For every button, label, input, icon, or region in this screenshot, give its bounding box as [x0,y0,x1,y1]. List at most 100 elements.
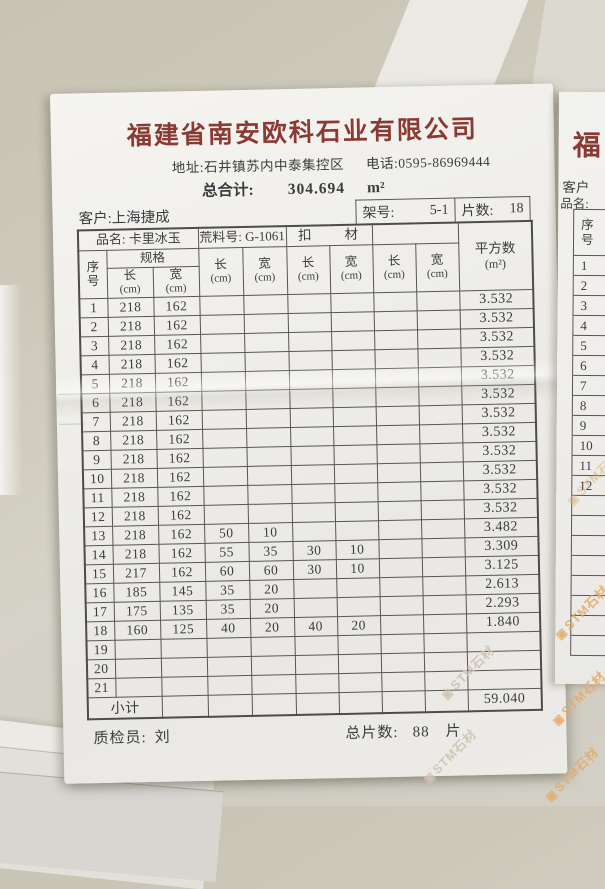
seq-cell: 20 [86,658,116,679]
dim-cell [201,408,247,429]
seq-cell: 17 [85,601,115,622]
cm-unit: (cm) [297,270,319,283]
dim-cell: 218 [110,429,157,450]
area-header: 平方数 (m²) [457,220,534,291]
subtotal-label: 小计 [87,695,163,719]
dim-cell [250,636,295,656]
dim-cell: 218 [112,543,159,564]
product-name: 卡里冰玉 [128,230,181,247]
spec-width-header: 宽 (cm) [152,265,200,297]
cm-unit: (cm) [340,269,362,282]
area-cell: 3.125 [464,554,540,576]
dim-cell [378,557,423,578]
dim-cell [419,442,463,463]
dim-cell [422,575,466,596]
dim-cell [378,538,422,559]
dim-cell [421,556,466,577]
subtotal-empty-cell [424,689,469,712]
dim-cell [199,313,245,334]
width-header: 宽 (cm) [415,242,460,292]
dim-cell [294,635,338,655]
dim-cell [417,347,461,368]
area-cell: 3.532 [461,421,537,443]
dim-cell [245,408,291,428]
dim-cell [332,387,376,408]
seq-cell: 9 [82,449,111,470]
dim-cell: 35 [205,579,250,600]
dim-cell: 218 [111,486,158,507]
dim-cell [250,654,296,675]
wid-label: 宽 [258,256,272,272]
dim-cell [418,423,463,444]
seq-header-char: 序 [86,259,100,274]
rack-pieces-box: 架号: 5-1 片数: 18 [355,195,531,224]
total-pieces-label: 总片数: [345,724,399,742]
second-sheet-seq-cell: 10 [572,435,605,457]
dim-cell [291,483,335,504]
cm-unit: (cm) [254,271,276,284]
dim-cell: 30 [292,540,336,561]
grand-total-label: 总合计: [201,181,254,200]
dim-cell [377,481,421,502]
dim-cell [334,501,378,522]
dim-cell: 162 [156,428,203,449]
dim-cell [244,370,290,390]
dim-cell: 185 [113,581,160,602]
second-sheet-seq-cell: 1 [573,255,605,277]
dim-cell [377,500,421,521]
dim-cell: 50 [204,522,249,543]
dim-cell: 162 [153,314,201,335]
dim-cell [331,349,375,370]
dim-cell: 218 [110,448,157,469]
len-label: 长 [123,268,137,283]
dim-cell [373,291,417,312]
spec-length-header: 长 (cm) [106,266,154,298]
dim-cell [424,670,468,691]
dim-cell [288,331,332,352]
area-cell [466,630,541,652]
dim-cell [295,673,339,693]
dim-cell [201,389,246,410]
dim-cell [294,654,339,674]
seq-cell: 11 [83,487,112,508]
dim-cell [333,425,377,446]
length-header: 长 (cm) [286,245,331,295]
seq-header-char: 号 [86,274,100,289]
subtotal-empty-cell [381,690,426,713]
dim-cell [114,657,162,678]
dim-cell [337,653,382,674]
dim-cell: 40 [206,617,251,638]
area-cell: 3.532 [462,440,537,462]
seq-cell: 2 [79,316,109,337]
dim-cell [336,596,380,617]
dim-cell [207,674,252,695]
dim-cell [243,294,288,314]
subtotal-empty-cell [295,692,340,715]
product-field: 品名: 卡里冰玉 [77,227,199,251]
dim-cell: 218 [111,505,159,526]
wid-label: 宽 [169,267,183,283]
light-reflection [0,285,22,495]
wid-label: 宽 [344,255,358,270]
dim-cell: 162 [158,561,206,582]
second-sheet-seq-cell: 12 [572,475,605,497]
dim-cell [416,309,461,330]
dim-cell: 162 [156,466,204,487]
dim-cell [200,332,245,353]
second-sheet-seq-cell: 7 [572,375,605,397]
len-label: 长 [214,257,228,273]
dim-cell [376,462,421,483]
second-sheet-seq-cell: 5 [573,335,605,357]
dim-cell: 10 [248,522,293,542]
customer-field: 客户:上海捷成 [78,206,169,229]
dim-cell: 162 [155,390,202,411]
block-no-field: 荒料号: G-1061 [197,226,287,248]
dim-cell: 30 [292,559,337,580]
dim-cell [200,351,245,372]
dim-cell [422,613,467,634]
area-cell: 3.309 [464,535,539,557]
dim-cell: 162 [158,542,205,563]
dim-cell [375,405,419,426]
width-header: 宽 (cm) [329,244,374,294]
second-sheet-seq-cell [571,615,605,637]
